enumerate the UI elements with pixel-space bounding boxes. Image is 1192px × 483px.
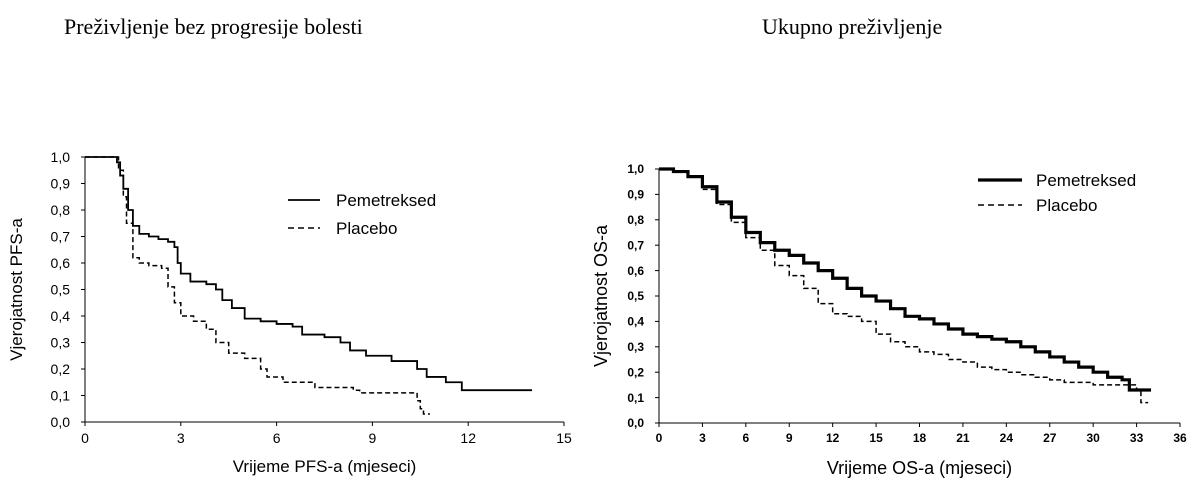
os-x-tick-label: 6: [742, 431, 749, 445]
pfs-y-tick-label: 1,0: [51, 149, 71, 165]
pfs-y-tick-label: 0,9: [51, 175, 71, 191]
os-y-tick-label: 0,5: [627, 289, 644, 303]
pfs-y-tick-label: 0,5: [51, 281, 71, 297]
pfs-y-tick-label: 0,2: [51, 361, 71, 377]
pfs-x-tick-label: 12: [460, 430, 476, 446]
os-y-tick-label: 1,0: [627, 162, 644, 176]
os-x-tick-label: 18: [913, 431, 927, 445]
os-x-tick-label: 21: [956, 431, 970, 445]
os-x-axis-title: Vrijeme OS-a (mjeseci): [827, 458, 1012, 478]
os-y-tick-label: 0,3: [627, 340, 644, 354]
chart-title-pfs: Preživljenje bez progresije bolesti: [64, 14, 363, 39]
os-legend-label: Placebo: [1036, 196, 1097, 215]
os-y-tick-label: 0,6: [627, 264, 644, 278]
os-y-tick-label: 0,8: [627, 213, 644, 227]
pfs-legend-label: Placebo: [336, 219, 397, 238]
os-y-tick-label: 0,0: [627, 416, 644, 430]
pfs-y-tick-label: 0,6: [51, 255, 71, 271]
pfs-x-tick-label: 6: [273, 430, 281, 446]
os-y-tick-label: 0,4: [627, 315, 644, 329]
os-x-tick-label: 24: [1000, 431, 1014, 445]
os-y-tick-label: 0,7: [627, 238, 644, 252]
os-x-tick-label: 12: [826, 431, 840, 445]
pfs-y-tick-label: 0,0: [51, 414, 71, 430]
os-y-tick-label: 0,1: [627, 391, 644, 405]
os-x-tick-label: 33: [1130, 431, 1144, 445]
chart-title-os: Ukupno preživljenje: [762, 14, 943, 39]
pfs-y-tick-label: 0,3: [51, 334, 71, 350]
pfs-y-tick-label: 0,4: [51, 308, 71, 324]
os-y-tick-label: 0,9: [627, 188, 644, 202]
pfs-y-tick-label: 0,8: [51, 202, 71, 218]
pfs-x-tick-label: 3: [177, 430, 185, 446]
os-x-tick-label: 9: [786, 431, 793, 445]
os-x-tick-label: 3: [699, 431, 706, 445]
os-series-pemetreksed: [659, 167, 1152, 392]
os-x-tick-label: 30: [1086, 431, 1100, 445]
pfs-x-tick-label: 0: [81, 430, 89, 446]
pfs-y-axis-title: Vjerojatnost PFS-a: [7, 218, 26, 361]
pfs-y-tick-label: 0,7: [51, 228, 71, 244]
os-x-tick-label: 0: [656, 431, 663, 445]
os-series-placebo: [659, 168, 1149, 404]
pfs-y-tick-label: 0,1: [51, 387, 71, 403]
pfs-legend-label: Pemetreksed: [336, 191, 436, 210]
os-x-tick-label: 36: [1173, 431, 1187, 445]
pfs-x-axis-title: Vrijeme PFS-a (mjeseci): [233, 457, 417, 476]
pfs-series-placebo: [85, 156, 430, 415]
pfs-x-tick-label: 9: [369, 430, 377, 446]
pfs-x-tick-label: 15: [556, 430, 572, 446]
os-x-tick-label: 27: [1043, 431, 1057, 445]
os-x-tick-label: 15: [869, 431, 883, 445]
os-y-axis-title: Vjerojatnost OS-a: [591, 224, 611, 367]
pfs-series-pemetreksed: [85, 156, 533, 392]
os-legend-label: Pemetreksed: [1036, 171, 1136, 190]
os-y-tick-label: 0,2: [627, 365, 644, 379]
